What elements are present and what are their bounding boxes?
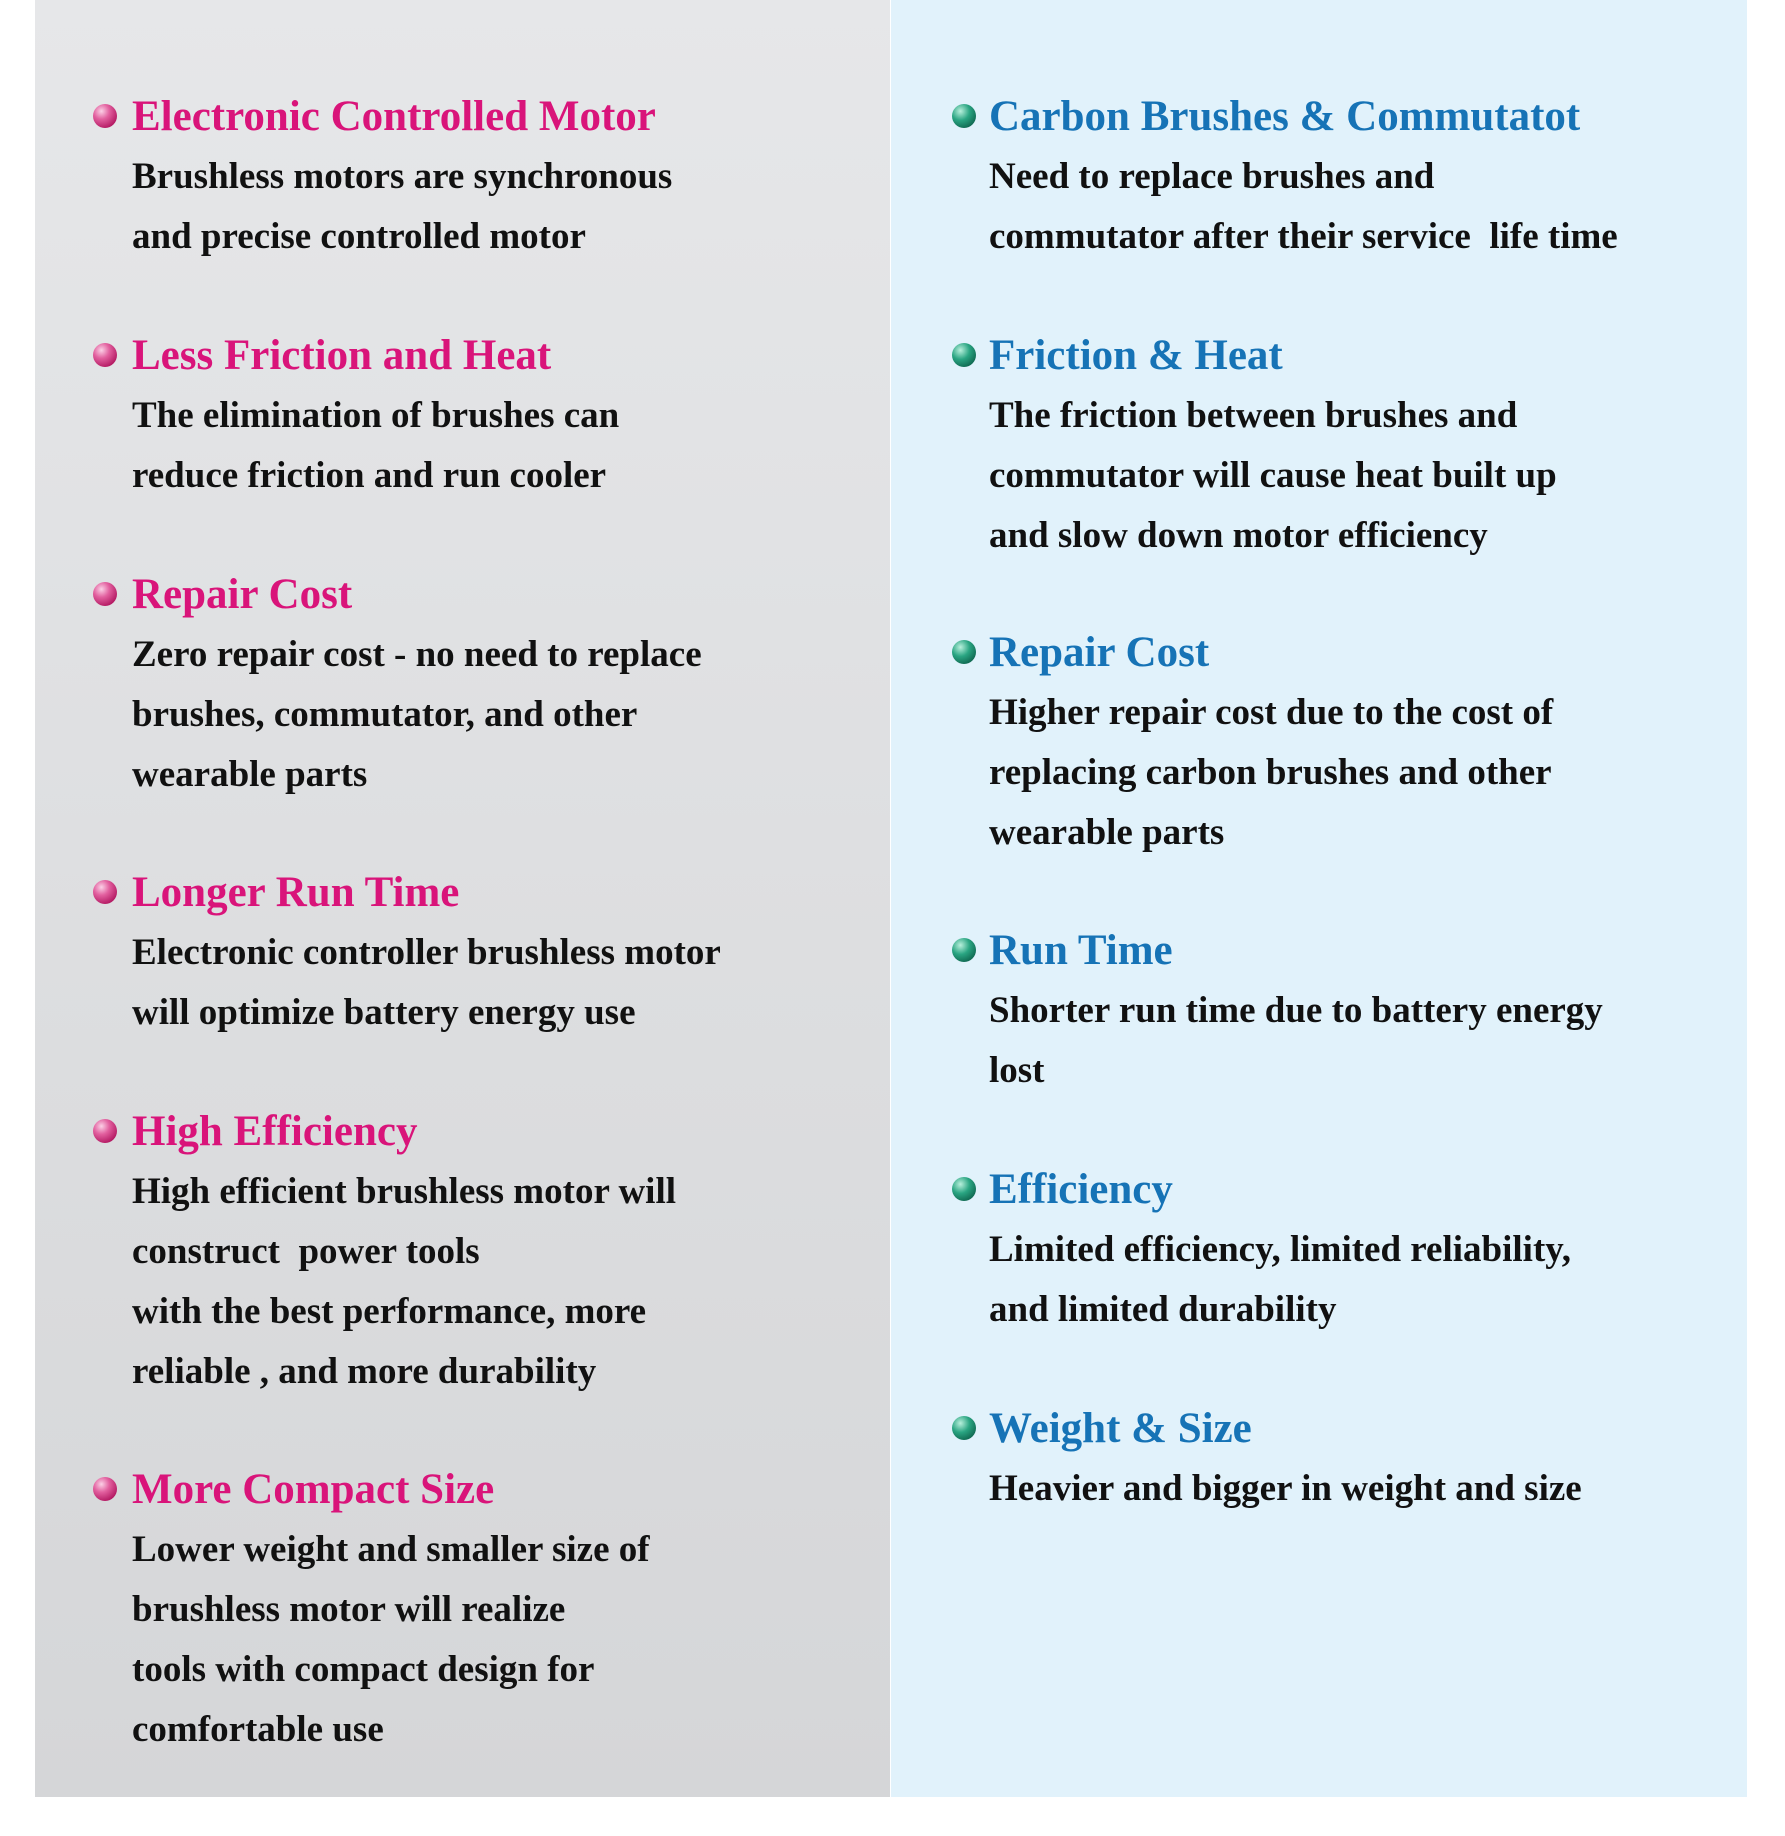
feature-description-line: brushes, commutator, and other — [132, 694, 638, 735]
feature-description-line: with the best performance, more — [132, 1291, 647, 1332]
pink-sphere-bullet-icon — [93, 1477, 117, 1501]
feature-title-text: Weight & Size — [989, 1405, 1252, 1452]
brushless-motor-panel: Electronic Controlled Motor Brushless mot… — [35, 0, 890, 1797]
feature-item: Run Time Shorter run time due to battery … — [952, 921, 1603, 1101]
pink-sphere-bullet-icon — [93, 104, 117, 128]
feature-description-line: and slow down motor efficiency — [989, 515, 1488, 556]
feature-item: High Efficiency High efficient brushless … — [93, 1102, 677, 1402]
feature-item: Efficiency Limited efficiency, limited re… — [952, 1160, 1571, 1340]
feature-title-text: Repair Cost — [989, 629, 1210, 676]
feature-description-line: High efficient brushless motor will — [132, 1171, 677, 1212]
feature-title: Longer Run Time — [93, 863, 721, 923]
feature-description-line: Electronic controller brushless motor — [132, 932, 721, 973]
feature-description-line: brushless motor will realize — [132, 1589, 566, 1630]
feature-description-line: The friction between brushes and — [989, 395, 1518, 436]
green-sphere-bullet-icon — [952, 640, 976, 664]
feature-description-line: commutator after their service life time — [989, 216, 1618, 257]
feature-title-text: Run Time — [989, 927, 1173, 974]
feature-description-line: replacing carbon brushes and other — [989, 752, 1552, 793]
feature-title-text: Friction & Heat — [989, 332, 1283, 379]
green-sphere-bullet-icon — [952, 1416, 976, 1440]
feature-title-text: High Efficiency — [132, 1108, 418, 1155]
feature-description-line: Heavier and bigger in weight and size — [989, 1468, 1582, 1509]
feature-title: Run Time — [952, 921, 1603, 981]
feature-title: Less Friction and Heat — [93, 326, 619, 386]
feature-description-line: commutator will cause heat built up — [989, 455, 1557, 496]
feature-title-text: More Compact Size — [132, 1466, 495, 1513]
feature-description-line: Lower weight and smaller size of — [132, 1529, 650, 1570]
pink-sphere-bullet-icon — [93, 582, 117, 606]
feature-item: Repair Cost Higher repair cost due to the… — [952, 623, 1554, 863]
feature-description-line: will optimize battery energy use — [132, 992, 636, 1033]
feature-description-line: wearable parts — [989, 812, 1225, 853]
feature-title-text: Longer Run Time — [132, 869, 460, 916]
feature-item: More Compact Size Lower weight and smalle… — [93, 1460, 650, 1760]
feature-item: Electronic Controlled Motor Brushless mot… — [93, 87, 673, 267]
feature-description-line: reduce friction and run cooler — [132, 455, 607, 496]
feature-description-line: Higher repair cost due to the cost of — [989, 692, 1554, 733]
pink-sphere-bullet-icon — [93, 1119, 117, 1143]
feature-description-line: Zero repair cost - no need to replace — [132, 634, 702, 675]
green-sphere-bullet-icon — [952, 104, 976, 128]
feature-description-line: and limited durability — [989, 1289, 1337, 1330]
feature-description-line: construct power tools — [132, 1231, 480, 1272]
feature-item: Less Friction and Heat The elimination of… — [93, 326, 620, 506]
feature-item: Carbon Brushes & Commutatot Need to repla… — [952, 87, 1618, 267]
feature-description-line: wearable parts — [132, 754, 368, 795]
feature-item: Longer Run Time Electronic controller bru… — [93, 863, 721, 1043]
feature-title: Efficiency — [952, 1160, 1571, 1220]
feature-title: Repair Cost — [93, 565, 702, 625]
feature-description-line: Shorter run time due to battery energy — [989, 990, 1603, 1031]
feature-title-text: Repair Cost — [132, 571, 353, 618]
feature-description-line: tools with compact design for — [132, 1649, 595, 1690]
feature-description-line: comfortable use — [132, 1709, 384, 1750]
green-sphere-bullet-icon — [952, 343, 976, 367]
feature-title: Repair Cost — [952, 623, 1553, 683]
feature-description-line: reliable , and more durability — [132, 1351, 597, 1392]
green-sphere-bullet-icon — [952, 938, 976, 962]
feature-title: Electronic Controlled Motor — [93, 87, 672, 147]
feature-title-text: Efficiency — [989, 1166, 1173, 1213]
feature-item: Weight & Size Heavier and bigger in weigh… — [952, 1399, 1582, 1519]
feature-title: Carbon Brushes & Commutatot — [952, 87, 1618, 147]
feature-description-line: lost — [989, 1050, 1045, 1091]
feature-title-text: Electronic Controlled Motor — [132, 93, 656, 140]
feature-description-line: Brushless motors are synchronous — [132, 156, 673, 197]
feature-title: More Compact Size — [93, 1460, 650, 1520]
feature-title: Weight & Size — [952, 1399, 1582, 1459]
green-sphere-bullet-icon — [952, 1177, 976, 1201]
pink-sphere-bullet-icon — [93, 343, 117, 367]
feature-description-line: The elimination of brushes can — [132, 395, 620, 436]
feature-title-text: Carbon Brushes & Commutatot — [989, 93, 1581, 140]
brushed-motor-panel: Carbon Brushes & Commutatot Need to repla… — [891, 0, 1747, 1797]
feature-item: Repair Cost Zero repair cost - no need to… — [93, 565, 702, 805]
feature-title: Friction & Heat — [952, 326, 1557, 386]
feature-description-line: and precise controlled motor — [132, 216, 586, 257]
pink-sphere-bullet-icon — [93, 880, 117, 904]
feature-title-text: Less Friction and Heat — [132, 332, 552, 379]
feature-item: Friction & Heat The friction between brus… — [952, 326, 1557, 566]
feature-description-line: Need to replace brushes and — [989, 156, 1435, 197]
feature-description-line: Limited efficiency, limited reliability, — [989, 1229, 1571, 1270]
feature-title: High Efficiency — [93, 1102, 676, 1162]
